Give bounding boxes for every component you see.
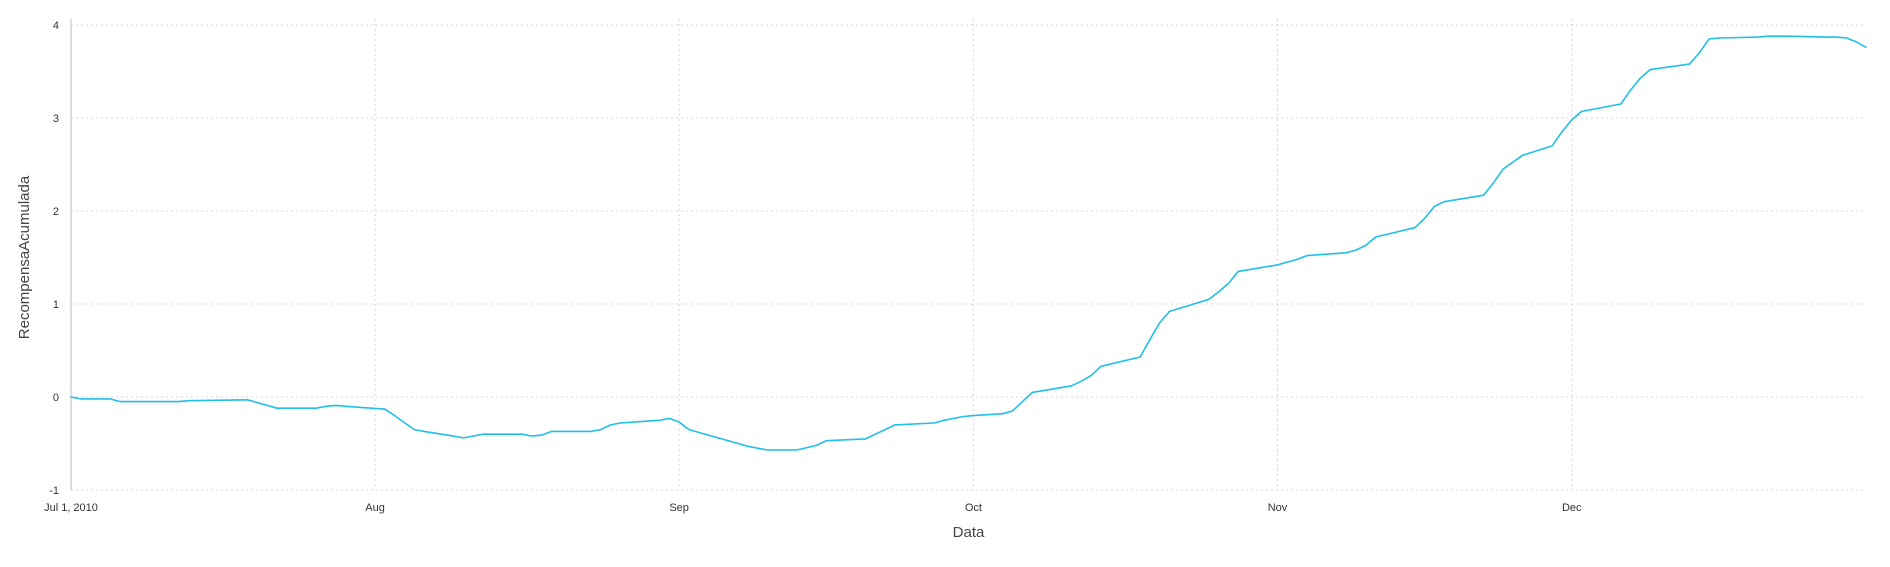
x-gridlines [70,19,1573,490]
y-gridlines [71,24,1866,491]
x-tick-label: Aug [365,502,385,514]
y-tick-label: 2 [53,206,59,218]
x-tick-label: Nov [1268,502,1288,514]
y-tick-label: 0 [53,392,59,404]
x-tick-label: Oct [965,502,982,514]
x-tick-label: Jul 1, 2010 [44,502,98,514]
y-tick-label: 4 [53,20,59,32]
series-line-recompensa [70,35,1867,451]
y-tick-label: -1 [49,485,59,497]
y-tick-labels: 4 3 2 1 0 -1 [49,20,59,497]
y-axis-title: RecompensaAcumulada [16,175,33,339]
x-axis-title: Data [953,524,985,541]
x-tick-labels: Jul 1, 2010 Aug Sep Oct Nov Dec [44,502,1582,514]
y-tick-label: 3 [53,113,59,125]
y-tick-label: 1 [53,299,59,311]
x-tick-label: Dec [1562,502,1582,514]
x-tick-label: Sep [669,502,689,514]
